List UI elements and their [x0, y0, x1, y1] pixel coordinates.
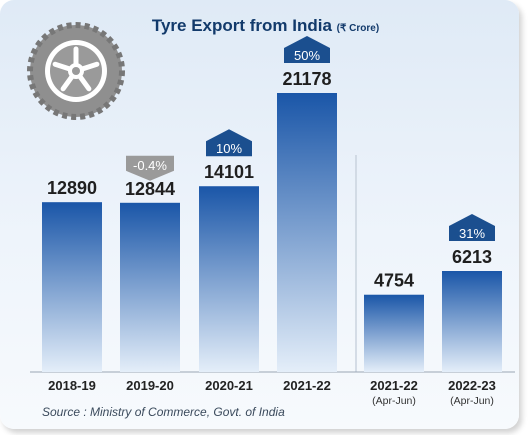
category-sublabel-5: (Apr-Jun): [450, 395, 494, 407]
value-label-2: 14101: [204, 162, 254, 182]
growth-badge-2: [206, 129, 252, 157]
title-text: Tyre Export from India: [151, 16, 332, 35]
growth-label-2: 10%: [216, 141, 242, 156]
bar-1: [120, 202, 180, 372]
growth-badge-3: [284, 36, 330, 63]
chart-title: Tyre Export from India (₹ Crore): [0, 16, 531, 36]
category-label-5: 2022-23: [448, 378, 496, 393]
category-sublabel-4: (Apr-Jun): [372, 395, 416, 407]
category-label-4: 2021-22: [370, 378, 418, 393]
category-label-1: 2019-20: [126, 378, 174, 393]
growth-label-3: 50%: [294, 48, 320, 63]
value-label-0: 12890: [47, 178, 97, 198]
category-label-3: 2021-22: [283, 378, 331, 393]
category-label-0: 2018-19: [48, 378, 96, 393]
value-label-5: 6213: [452, 247, 492, 267]
growth-badge-5: [449, 214, 495, 241]
tyre-icon: [27, 22, 125, 120]
bar-0: [42, 202, 102, 372]
value-label-1: 12844: [125, 179, 175, 199]
title-unit: (₹ Crore): [336, 23, 380, 34]
growth-badge-1: [126, 155, 174, 181]
growth-label-1: -0.4%: [133, 158, 167, 173]
source-note: Source : Ministry of Commerce, Govt. of …: [42, 405, 285, 419]
value-label-4: 4754: [374, 271, 414, 291]
category-label-2: 2020-21: [205, 378, 253, 393]
bar-4: [364, 294, 424, 372]
growth-label-5: 31%: [459, 226, 485, 241]
bar-3: [277, 93, 337, 372]
bar-5: [442, 271, 502, 372]
bar-2: [199, 186, 259, 372]
value-label-3: 21178: [282, 69, 331, 89]
